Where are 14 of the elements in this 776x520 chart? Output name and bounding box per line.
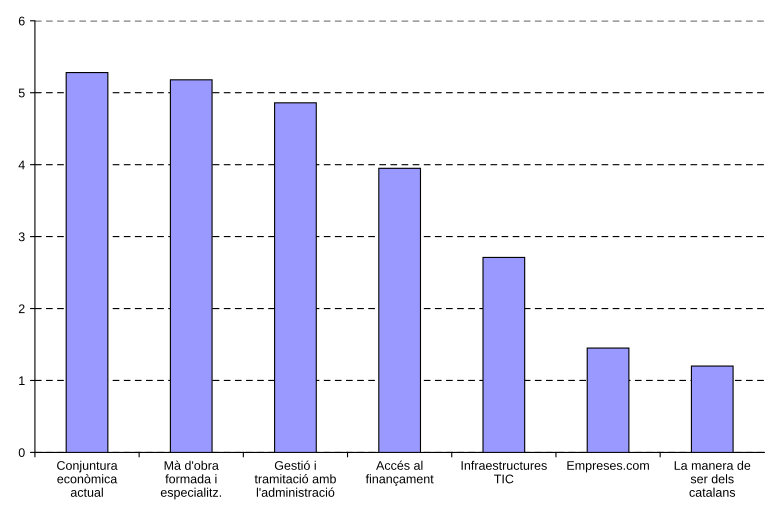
y-tick-label: 3 [18, 232, 25, 242]
x-tick-label: Mà d'obra formada i especialitz. [160, 460, 222, 500]
y-tick-label: 1 [19, 376, 25, 385]
x-tick-label: La manera de ser dels catalans [674, 460, 750, 497]
x-tick-label: Conjuntura econòmica actual [57, 460, 118, 497]
x-tick-label: Gestió i tramitació amb l'administració [254, 460, 336, 497]
y-tick-label: 4 [18, 160, 25, 170]
x-tick-label: Accés al finançament [366, 460, 434, 486]
x-tick-label: Empreses.com [567, 461, 649, 472]
y-tick-label: 6 [18, 16, 25, 26]
y-tick-label: 5 [18, 88, 25, 98]
x-tick-label: Infraestructures TIC [462, 460, 547, 484]
y-tick-label: 0 [18, 448, 25, 458]
y-tick-label: 2 [18, 304, 25, 314]
